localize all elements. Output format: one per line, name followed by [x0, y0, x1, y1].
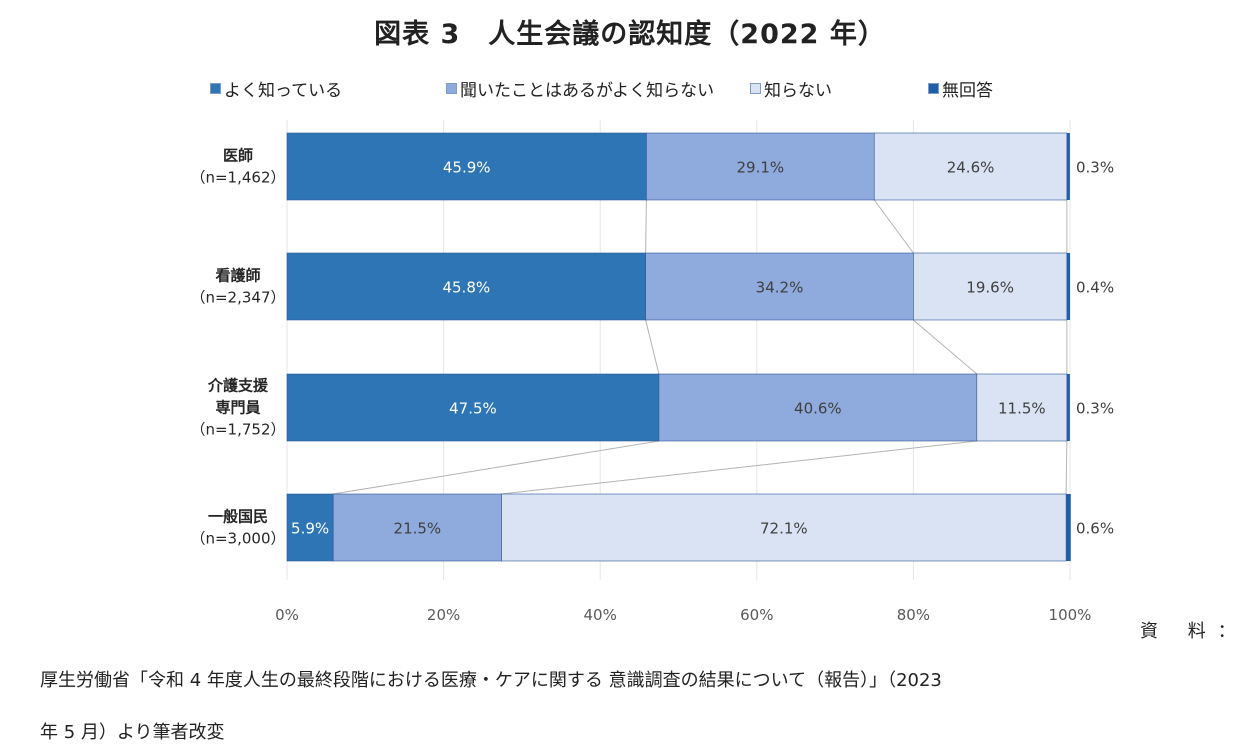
bar-segment	[658, 373, 978, 442]
bar-segment	[1066, 494, 1071, 561]
bar-segment	[645, 252, 914, 321]
data-label: 0.3%	[1076, 159, 1114, 177]
bar-segment	[286, 493, 334, 562]
series-connector-line	[501, 440, 977, 495]
bar-segment	[646, 132, 875, 201]
bar-segment	[1066, 374, 1070, 441]
bar-segment	[873, 132, 1068, 201]
legend-item-heard-of: 聞いたことはあるがよく知らない	[446, 76, 714, 101]
x-tick-label: 80%	[897, 606, 930, 624]
source-label: 資 料：	[1140, 621, 1248, 642]
data-label: 34.2%	[756, 279, 804, 297]
bar-segment	[286, 132, 647, 201]
series-connector-line	[645, 319, 660, 375]
series-connector-line	[333, 440, 660, 495]
data-label: 21.5%	[394, 520, 442, 538]
data-label: 45.9%	[443, 159, 491, 177]
category-label: （n=3,000）	[190, 530, 285, 548]
legend-item-well-known: よく知っている	[210, 76, 342, 101]
data-label: 40.6%	[794, 400, 842, 418]
category-label: 一般国民	[208, 508, 268, 526]
legend-swatch-well-known	[210, 83, 221, 94]
bar-segment	[286, 252, 646, 321]
legend-swatch-heard-of	[446, 83, 457, 94]
bar-segment	[286, 373, 660, 442]
legend-label-unknown: 知らない	[764, 81, 832, 101]
source-citation-line1: 厚生労働省「令和 4 年度人生の最終段階における医療・ケアに関する 意識調査の結…	[40, 670, 942, 691]
source-citation-line2: 年 5 月）より筆者改変	[40, 722, 225, 743]
series-connector-line	[645, 199, 647, 254]
legend-label-no-answer: 無回答	[942, 81, 993, 101]
data-label: 19.6%	[966, 279, 1014, 297]
legend-label-heard-of: 聞いたことはあるがよく知らない	[460, 81, 715, 101]
data-label: 0.3%	[1076, 400, 1114, 418]
bar-segment	[1066, 133, 1070, 200]
x-tick-label: 40%	[584, 606, 617, 624]
data-label: 45.8%	[442, 279, 490, 297]
bar-segment	[976, 373, 1068, 442]
data-label: 47.5%	[449, 400, 497, 418]
x-tick-label: 100%	[1049, 606, 1092, 624]
category-label: 介護支援	[207, 377, 269, 395]
data-label: 5.9%	[291, 520, 329, 538]
category-label: 看護師	[215, 267, 260, 285]
category-label: 専門員	[215, 399, 260, 417]
data-label: 0.6%	[1076, 520, 1114, 538]
category-label: （n=2,347）	[190, 289, 285, 307]
legend-label-well-known: よく知っている	[224, 81, 343, 101]
category-label: 医師	[223, 147, 253, 165]
x-tick-label: 20%	[427, 606, 460, 624]
bar-segment	[913, 252, 1068, 321]
data-label: 11.5%	[998, 400, 1046, 418]
bar-segment	[332, 493, 502, 562]
x-tick-label: 60%	[740, 606, 773, 624]
series-connector-line	[913, 319, 978, 375]
bar-segment	[1066, 253, 1070, 320]
series-connector-line	[1065, 440, 1068, 495]
series-connector-line	[873, 199, 914, 254]
bar-segment	[501, 493, 1067, 562]
data-label: 72.1%	[760, 520, 808, 538]
legend-swatch-unknown	[750, 83, 761, 94]
legend-swatch-no-answer	[928, 83, 939, 94]
data-label: 24.6%	[947, 159, 995, 177]
legend-item-no-answer: 無回答	[928, 76, 993, 101]
legend-item-unknown: 知らない	[750, 76, 832, 101]
stacked-bar-chart: 0% 20% 40% 60% 80% 100% 45.9% 29.1% 24.6% 0.3% 医師 （…	[190, 120, 1114, 624]
data-label: 29.1%	[736, 159, 784, 177]
x-tick-label: 0%	[275, 606, 299, 624]
chart-title: 図表 3 人生会議の認知度（2022 年）	[374, 19, 886, 50]
data-label: 0.4%	[1076, 279, 1114, 297]
category-label: （n=1,462）	[190, 169, 285, 187]
category-label: （n=1,752）	[190, 421, 285, 439]
